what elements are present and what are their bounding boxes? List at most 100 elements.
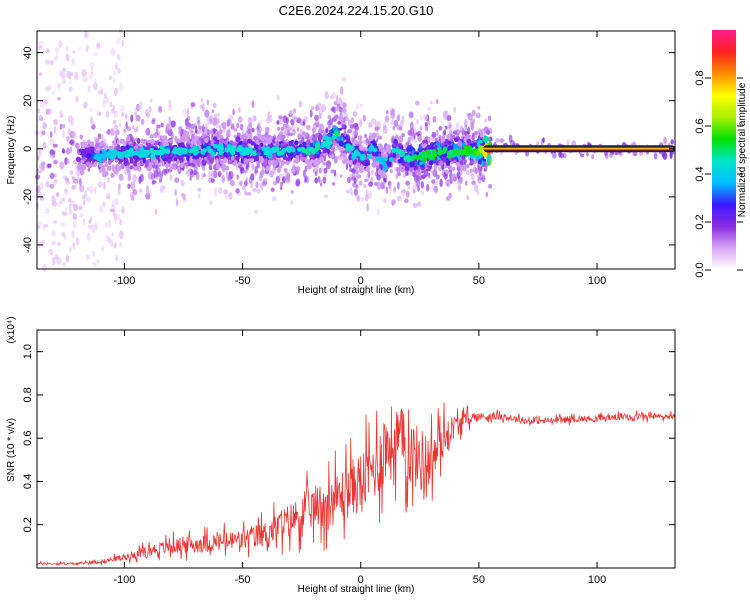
- spectrogram-cell-1153: [151, 180, 157, 184]
- spectrogram-cell-1569: [213, 170, 218, 179]
- spectrogram-cell-2344: [378, 143, 383, 149]
- snr-y-tick-0: 0.2: [22, 517, 34, 532]
- spectrogram-cell-1322: [107, 128, 111, 135]
- spectrogram-cell-553: [376, 181, 381, 190]
- spectrogram-cell-1469: [85, 254, 91, 260]
- spectrogram-cell-1177: [473, 134, 478, 139]
- spectrogram-cell-49: [55, 52, 59, 59]
- spectrogram-cell-3177: [281, 154, 286, 158]
- spectrogram-cell-1638: [52, 195, 56, 204]
- spectrogram-cell-1630: [456, 170, 461, 180]
- spectrogram-cell-1951: [418, 170, 422, 177]
- spectrogram-cell-697: [65, 180, 71, 185]
- spectrogram-cell-951: [407, 183, 411, 191]
- spectrogram-cell-1480: [235, 164, 238, 171]
- spectrogram-cell-1262: [83, 101, 88, 109]
- spectrogram-cell-1108: [305, 125, 311, 130]
- snr-y-tick-3: 0.8: [22, 387, 34, 402]
- spectrogram-cell-466: [110, 108, 115, 114]
- spectrogram-cell-1377: [53, 256, 56, 265]
- spectrogram-cell-873: [349, 186, 353, 196]
- spectrogram-cell-973: [456, 180, 461, 186]
- spectrogram-cell-1616: [96, 259, 100, 264]
- spectrogram-cell-3194: [161, 136, 166, 140]
- spectrogram-cell-1352: [322, 176, 327, 184]
- spectrogram-cell-1748: [115, 255, 119, 262]
- spectrogram-cell-3265: [196, 139, 201, 146]
- spectrogram-cell-2551: [265, 165, 270, 172]
- spectrogram-cell-435: [339, 174, 343, 178]
- spectrogram-cell-2216: [185, 137, 189, 142]
- spectrogram-cell-1016: [437, 165, 443, 172]
- spectrogram-cell-3200: [359, 166, 364, 173]
- spectrogram-peak-3525: [412, 154, 418, 160]
- spectrogram-cell-853: [246, 130, 251, 138]
- spectrogram-cell-3158: [461, 154, 465, 161]
- spectrogram-cell-3217: [354, 159, 358, 163]
- spectrogram-cell-1537: [186, 115, 191, 121]
- spectrogram-cell-3058: [400, 168, 405, 173]
- spectrogram-cell-3216: [86, 152, 92, 159]
- spectrogram-cell-1288: [52, 179, 57, 186]
- spectrogram-cell-1188: [413, 174, 419, 183]
- spectrogram-cell-2901: [280, 143, 284, 147]
- spectrogram-cell-1286: [63, 175, 68, 181]
- spectrogram-cell-754: [52, 143, 58, 148]
- spectrogram-cell-711: [53, 125, 57, 134]
- spectrogram-cell-592: [435, 99, 439, 104]
- spectrogram-cell-635: [390, 119, 394, 125]
- spectrogram-peak-3512: [213, 143, 218, 149]
- spectrogram-cell-2998: [256, 152, 262, 156]
- spectrogram-cell-1699: [86, 197, 92, 202]
- spectrogram-cell-311: [401, 133, 405, 137]
- spectrogram-cell-729: [139, 188, 142, 193]
- spectrogram-cell-448: [466, 112, 472, 117]
- spectrogram-cell-1116: [47, 163, 52, 168]
- spectrogram-cell-1719: [221, 175, 225, 184]
- spectrogram-cell-1697: [72, 213, 78, 220]
- spectrogram-cell-856: [102, 99, 106, 108]
- spectrogram-cell-256: [104, 222, 109, 228]
- spectrogram-cell-2005: [107, 166, 111, 171]
- spectrogram-cell-1532: [125, 121, 128, 130]
- spectrogram-cell-3213: [218, 138, 225, 145]
- spectrogram-cell-3156: [362, 159, 366, 166]
- spectrogram-cell-1696: [293, 116, 299, 121]
- spectrogram-cell-1456: [350, 190, 355, 196]
- spectrogram-peak-3529: [353, 152, 359, 157]
- spectrogram-cell-1382: [138, 176, 142, 184]
- spectrogram-cell-1083: [110, 239, 114, 248]
- spectrogram-peak-3386: [391, 148, 397, 153]
- spectrogram-cell-599: [481, 128, 485, 133]
- spectrogram-cell-3209: [486, 159, 491, 164]
- spectrogram-cell-1465: [335, 106, 340, 112]
- spectrogram-cell-267: [309, 109, 313, 118]
- spectrogram-cell-1139: [391, 112, 395, 122]
- spectrogram-cell-600: [431, 182, 435, 190]
- spectrogram-cell-2873: [430, 145, 435, 150]
- spectrogram-peak-3347: [149, 147, 155, 153]
- chart-title: C2E6.2024.224.15.20.G10: [279, 3, 434, 18]
- spectrogram-cell-756: [350, 137, 355, 142]
- spectrogram-cell-1497: [343, 116, 349, 122]
- spectrogram-cell-537: [53, 178, 58, 183]
- spectrogram-cell-1600: [427, 120, 431, 126]
- spectrogram-cell-3048: [405, 160, 410, 168]
- spectrogram-cell-681: [42, 141, 47, 150]
- spectrogram-cell-765: [163, 168, 168, 176]
- spectrogram-cell-1656: [474, 184, 479, 192]
- spectrogram-cell-2832: [80, 142, 84, 150]
- spectrogram-cell-1632: [483, 126, 489, 134]
- spectrogram-cell-242: [396, 195, 402, 202]
- spectrogram-cell-1754: [113, 110, 118, 119]
- spectrogram-cell-3041: [165, 163, 169, 170]
- spectrogram-cell-1899: [177, 165, 181, 172]
- spectrogram-y-tick-1: 20: [22, 95, 34, 107]
- spectrogram-cell-1071: [171, 120, 177, 127]
- spectrogram-cell-380: [118, 242, 122, 248]
- spectrogram-cell-2153: [479, 131, 484, 138]
- spectrogram-cell-3132: [267, 159, 273, 165]
- spectrogram-cell-3023: [133, 165, 138, 171]
- spectrogram-cell-1099: [145, 192, 151, 200]
- spectrogram-cell-3251: [125, 145, 130, 149]
